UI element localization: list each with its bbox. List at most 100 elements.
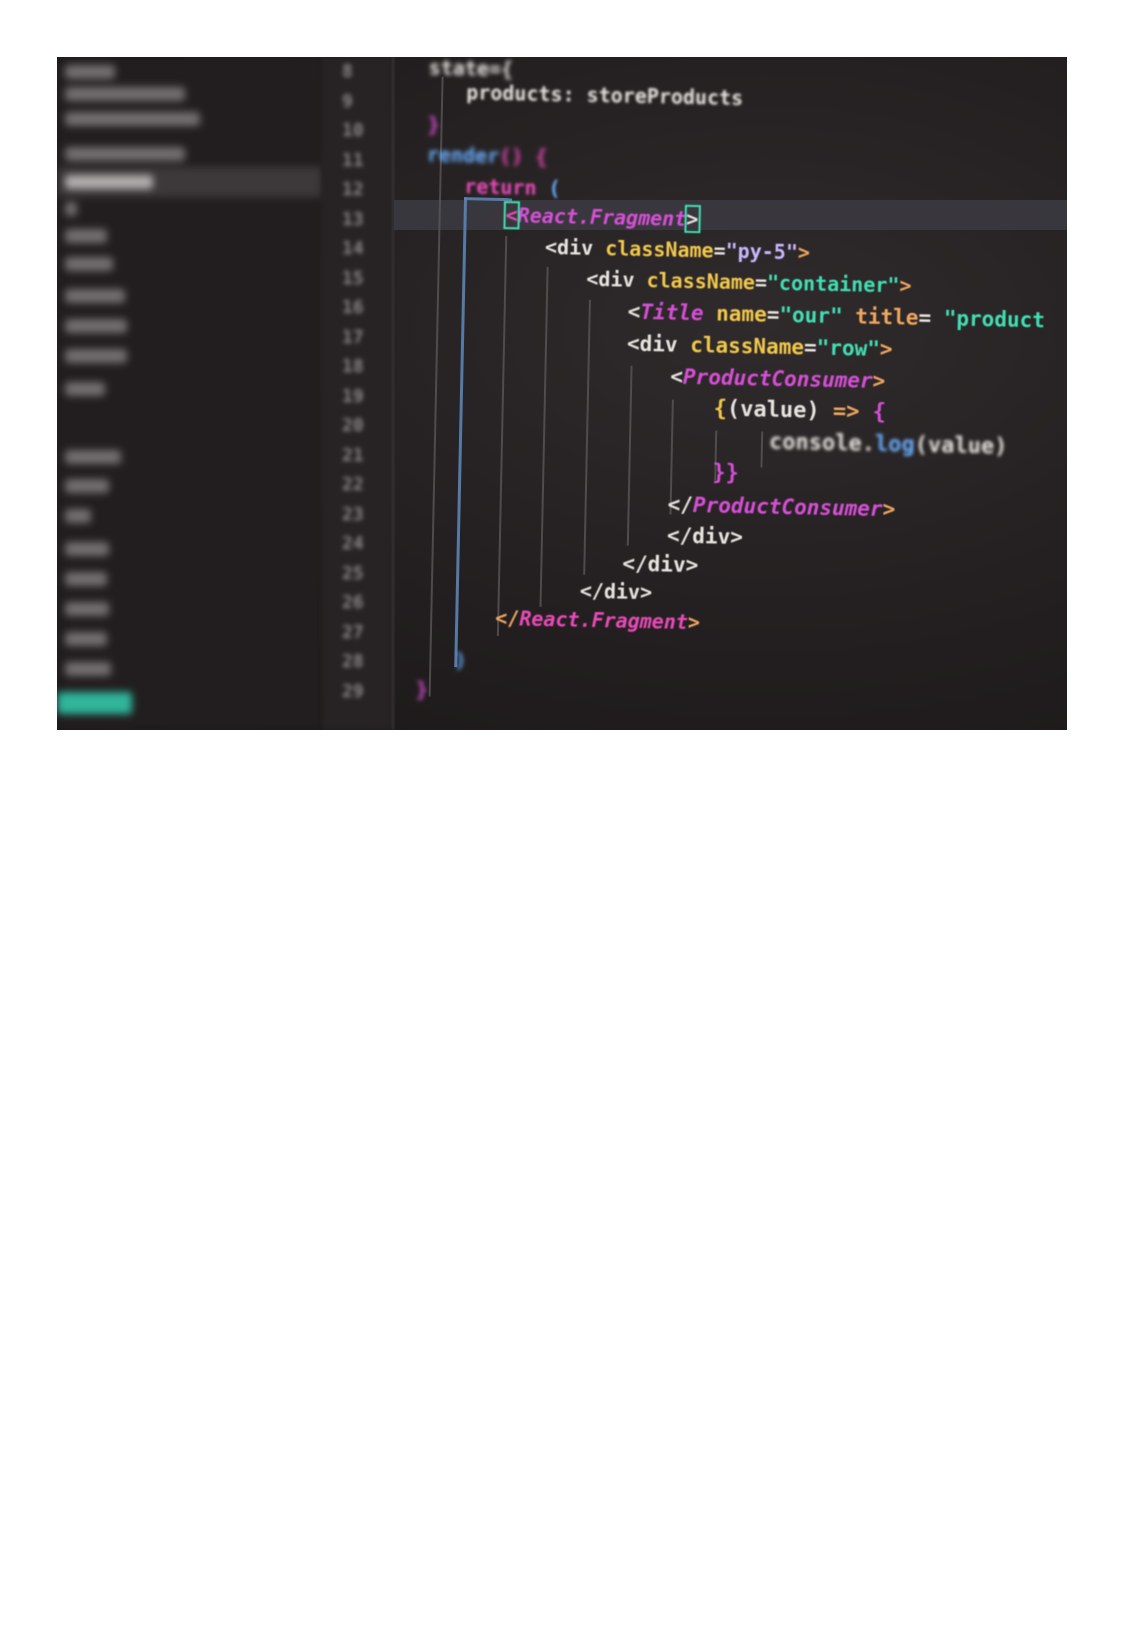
line-number: 23 <box>342 503 364 525</box>
code-token: }} <box>712 460 740 486</box>
indent-guide <box>583 299 591 575</box>
code-token: > <box>879 336 893 362</box>
sidebar-item <box>65 382 105 396</box>
line-number: 18 <box>342 356 364 377</box>
sidebar-active-item <box>57 692 132 714</box>
code-line: <div className="container"> <box>586 266 912 299</box>
sidebar-item <box>65 509 91 523</box>
code-token: <div <box>544 234 606 261</box>
code-line: <Title name="our" title= "product <box>627 299 1045 334</box>
code-token: className <box>604 236 714 263</box>
code-token: className <box>689 332 805 360</box>
code-token: > <box>687 609 701 635</box>
code-token: ) <box>454 648 467 673</box>
line-number-gutter: 8 9 10 11 12 13 14 15 16 17 18 19 20 21 22 23 24 25 26 27 28… <box>322 57 392 730</box>
line-number: 16 <box>342 297 364 318</box>
code-line: </div> <box>580 578 653 606</box>
code-line: return ( <box>464 173 561 201</box>
code-token: render <box>426 142 500 168</box>
code-token: "container" <box>766 270 900 298</box>
line-number: 14 <box>342 238 364 259</box>
current-line-highlight <box>394 200 1067 230</box>
code-line: render() { <box>427 141 548 170</box>
code-line: ) <box>454 647 467 673</box>
sidebar-item <box>65 87 185 101</box>
code-token: } <box>415 677 429 702</box>
code-token: React.Fragment <box>519 606 689 634</box>
code-line: } <box>415 676 428 702</box>
sidebar-item <box>65 229 107 243</box>
sidebar-item <box>65 349 127 363</box>
line-number: 22 <box>342 474 364 495</box>
line-number: 13 <box>342 208 364 230</box>
line-number: 9 <box>342 90 353 112</box>
code-token: > <box>899 273 912 298</box>
code-token: ProductConsumer <box>682 364 873 393</box>
code-token: = <box>754 270 768 295</box>
indent-guide <box>760 431 764 468</box>
code-token: = <box>713 238 726 263</box>
code-line: </div> <box>622 551 698 579</box>
code-token: <div <box>626 331 691 357</box>
sidebar-item <box>65 632 107 646</box>
code-token: "our" <box>779 302 856 329</box>
indent-guide <box>454 197 468 668</box>
line-number: 21 <box>342 444 364 466</box>
code-token: > <box>872 368 886 394</box>
line-number: 29 <box>342 680 364 702</box>
line-number: 25 <box>342 562 364 584</box>
sidebar-item <box>65 257 113 271</box>
code-token: console. <box>768 429 876 457</box>
code-token: (value) <box>726 396 834 424</box>
code-token: return <box>464 174 549 200</box>
code-line: products: storeProducts <box>466 79 743 111</box>
code-token: } <box>427 112 440 137</box>
code-token: </div> <box>579 578 653 605</box>
code-line: <div className="py-5"> <box>545 234 810 266</box>
code-token: storeProducts <box>586 82 744 110</box>
code-token: title <box>855 304 919 330</box>
code-token: </div> <box>622 551 699 578</box>
code-token: state={ <box>428 57 514 82</box>
sidebar-item <box>65 147 185 161</box>
code-token: React.Fragment <box>517 203 687 231</box>
code-token: ( <box>548 175 561 201</box>
sidebar-item <box>65 319 127 333</box>
code-line: </div> <box>667 523 743 551</box>
sidebar-item <box>65 479 109 493</box>
code-line: </React.Fragment> <box>495 605 700 635</box>
code-line: <React.Fragment> <box>503 201 701 234</box>
code-token: ProductConsumer <box>692 493 883 522</box>
line-number: 24 <box>342 533 364 554</box>
code-token: { <box>872 399 887 426</box>
line-number: 11 <box>342 149 364 171</box>
code-token: className <box>646 268 756 295</box>
code-token: "py-5" <box>725 238 799 265</box>
file-tree-sidebar <box>57 57 322 730</box>
code-token: "row" <box>816 335 881 361</box>
line-number: 28 <box>342 651 364 672</box>
sidebar-item <box>65 572 107 586</box>
code-token: (value) <box>914 432 1008 460</box>
code-editor: state={products: storeProducts} render() … <box>57 57 1067 730</box>
code-token: < <box>627 299 641 324</box>
code-token: <div <box>586 266 647 293</box>
code-token: () { <box>498 143 548 169</box>
code-line: <div className="row"> <box>627 331 893 363</box>
code-token: name <box>715 301 768 327</box>
sidebar-item <box>65 175 153 189</box>
code-token: > <box>683 204 701 234</box>
indent-guide <box>428 76 444 697</box>
code-token: Title <box>640 299 717 326</box>
code-token: = <box>803 335 817 360</box>
sidebar-item <box>65 289 125 303</box>
code-token: < <box>670 364 684 389</box>
code-token: log <box>874 431 915 458</box>
code-token: products: <box>466 80 587 107</box>
code-line: } <box>427 111 440 137</box>
code-line: </ProductConsumer> <box>667 492 895 523</box>
line-number: 8 <box>342 61 353 82</box>
gutter-divider <box>392 57 394 730</box>
indent-guide <box>539 266 549 607</box>
code-line: <ProductConsumer> <box>670 364 885 394</box>
